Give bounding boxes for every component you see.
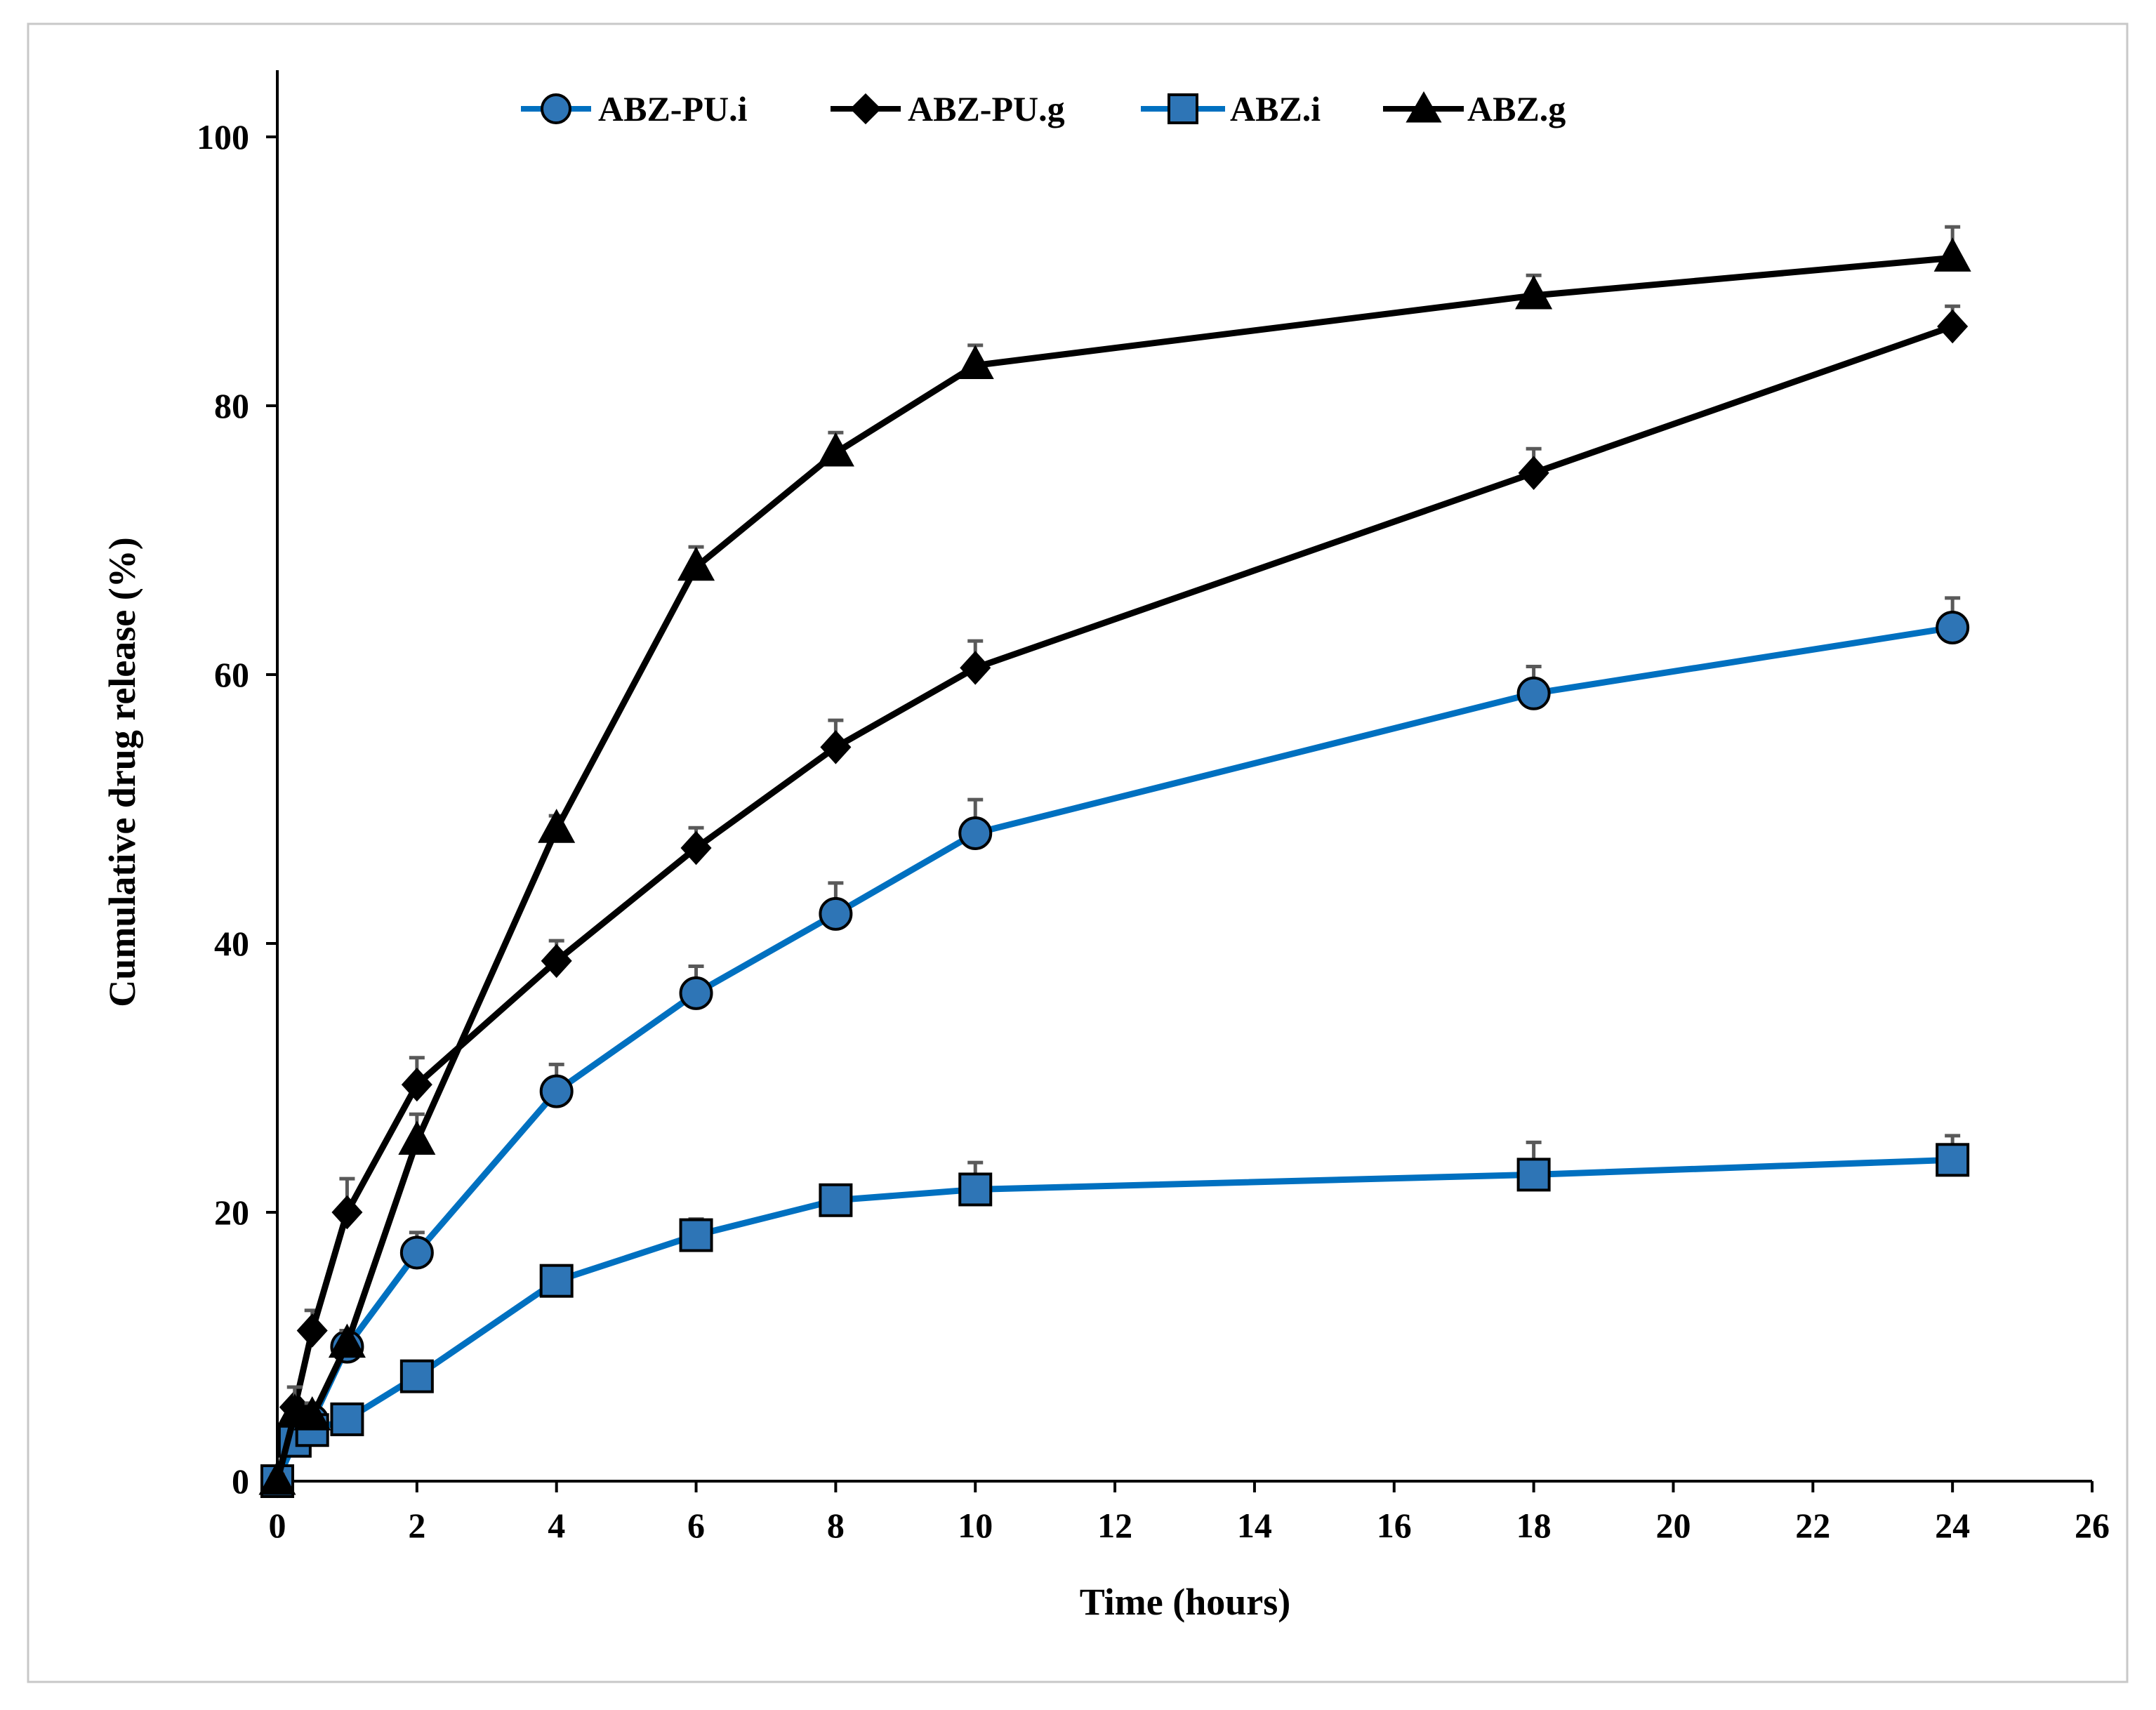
data-point-square: [819, 1183, 853, 1217]
legend-item-abz-g: ABZ.g: [1383, 89, 1566, 128]
x-tick-label: 10: [958, 1506, 993, 1545]
legend-marker-square: [1168, 93, 1198, 124]
data-point-circle: [819, 896, 853, 931]
legend-marker-circle: [541, 93, 571, 124]
x-tick-label: 14: [1237, 1506, 1272, 1545]
x-axis-ticks: 0 2 4 6 8 10 12 14 16 18 20 22 24 26: [269, 1481, 2110, 1545]
x-tick-label: 24: [1935, 1506, 1970, 1545]
axes: [276, 70, 2092, 1483]
data-point-diamond: [401, 1067, 432, 1102]
y-tick-label: 80: [214, 386, 249, 425]
x-tick-label: 6: [687, 1506, 705, 1545]
y-tick-label: 40: [214, 924, 249, 963]
data-point-circle: [679, 976, 713, 1010]
data-point-square: [679, 1218, 713, 1252]
data-point-triangle: [677, 546, 715, 581]
data-point-triangle: [956, 345, 994, 380]
x-tick-label: 2: [408, 1506, 425, 1545]
x-tick-label: 12: [1097, 1506, 1132, 1545]
y-tick-label: 0: [232, 1462, 249, 1501]
data-point-circle: [539, 1074, 574, 1108]
x-tick-label: 18: [1516, 1506, 1552, 1545]
x-tick-label: 16: [1377, 1506, 1412, 1545]
data-point-triangle: [1515, 274, 1553, 310]
data-point-circle: [958, 816, 993, 850]
y-tick-label: 60: [214, 655, 249, 694]
legend-label-abz-i: ABZ.i: [1230, 89, 1321, 128]
x-tick-label: 26: [2075, 1506, 2110, 1545]
y-tick-label: 100: [197, 117, 249, 157]
y-axis-ticks: 0 20 40 60 80 100: [197, 117, 277, 1501]
data-point-square: [1516, 1158, 1551, 1192]
data-point-diamond: [541, 943, 572, 979]
y-tick-label: 20: [214, 1193, 249, 1232]
data-point-diamond: [296, 1313, 328, 1348]
legend-item-abz-i: ABZ.i: [1141, 89, 1321, 128]
data-point-circle: [399, 1235, 434, 1270]
series-abz-g: [258, 225, 1971, 1495]
data-series: [258, 225, 1971, 1499]
legend-item-abz-pu-i: ABZ-PU.i: [521, 89, 748, 128]
data-point-square: [958, 1172, 993, 1207]
data-point-diamond: [331, 1195, 363, 1230]
legend-marker-triangle: [1406, 91, 1442, 123]
x-tick-label: 22: [1795, 1506, 1830, 1545]
x-tick-label: 8: [827, 1506, 845, 1545]
data-point-diamond: [1937, 309, 1969, 344]
x-tick-label: 0: [269, 1506, 286, 1545]
y-axis-title: Cumulative drug release (%): [101, 537, 143, 1007]
data-point-diamond: [1518, 456, 1549, 490]
chart-frame: [27, 22, 2129, 1683]
legend: ABZ-PU.i ABZ-PU.g ABZ.i ABZ.g: [521, 89, 1566, 128]
data-point-triangle: [293, 1396, 331, 1431]
legend-label-abz-pu-g: ABZ-PU.g: [908, 89, 1065, 128]
data-point-square: [1936, 1143, 1970, 1177]
legend-label-abz-g: ABZ.g: [1467, 89, 1566, 128]
data-point-triangle: [538, 809, 576, 843]
data-point-triangle: [398, 1120, 436, 1155]
x-axis-title: Time (hours): [1080, 1581, 1291, 1623]
legend-label-abz-pu-i: ABZ-PU.i: [598, 89, 748, 128]
data-point-diamond: [680, 830, 712, 866]
legend-item-abz-pu-g: ABZ-PU.g: [831, 89, 1065, 128]
data-point-triangle: [1933, 237, 1971, 272]
data-point-diamond: [820, 730, 852, 764]
data-point-triangle: [816, 432, 854, 467]
data-point-circle: [1516, 676, 1551, 710]
data-point-square: [539, 1264, 574, 1298]
data-point-square: [399, 1359, 434, 1393]
x-tick-label: 4: [548, 1506, 565, 1545]
x-tick-label: 20: [1655, 1506, 1691, 1545]
data-point-triangle: [258, 1460, 296, 1495]
data-point-circle: [1936, 610, 1970, 644]
data-point-square: [330, 1402, 364, 1436]
series-abz-pu-g: [261, 304, 1969, 1499]
data-point-diamond: [960, 651, 991, 685]
legend-marker-diamond: [849, 93, 882, 125]
data-point-triangle: [328, 1323, 366, 1358]
